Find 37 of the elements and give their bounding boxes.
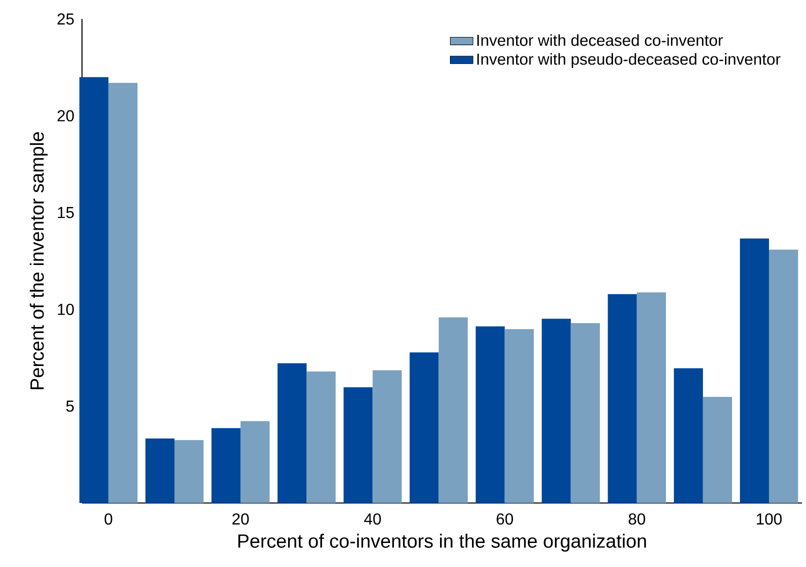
legend-label: Inventor with deceased co-inventor <box>477 34 723 46</box>
bar <box>306 372 336 503</box>
bar <box>145 438 174 503</box>
y-tick-label: 25 <box>58 13 74 25</box>
bar <box>438 317 468 503</box>
bar <box>410 352 439 503</box>
bar <box>211 428 241 503</box>
bar <box>768 250 798 503</box>
bar <box>570 323 600 503</box>
bar <box>542 318 571 503</box>
y-tick-label: 20 <box>58 110 74 122</box>
bar <box>240 421 270 503</box>
bar <box>476 326 505 503</box>
bar <box>174 440 204 503</box>
x-tick-label: 60 <box>496 513 514 525</box>
bar <box>740 238 769 503</box>
x-axis-title: Percent of co-inventors in the same organization <box>238 534 646 552</box>
x-tick-label: 40 <box>364 513 381 525</box>
bar <box>108 82 138 503</box>
legend-label: Inventor with pseudo-deceased co-inventor <box>477 53 780 68</box>
bar <box>702 396 732 503</box>
bar <box>504 329 534 503</box>
bar <box>79 77 108 503</box>
x-tick-label: 100 <box>756 513 782 525</box>
bar <box>674 368 703 503</box>
x-tick-label: 0 <box>104 513 112 525</box>
x-tick-label: 80 <box>628 513 646 525</box>
bar <box>344 387 373 503</box>
y-tick-label: 5 <box>66 400 74 412</box>
y-tick-label: 10 <box>58 304 74 316</box>
bar <box>608 294 637 503</box>
y-axis-title: Percent of the inventor sample <box>30 132 48 390</box>
bar <box>278 363 307 503</box>
y-tick-label: 15 <box>58 207 74 218</box>
bar <box>636 292 666 503</box>
bar <box>372 370 402 503</box>
x-tick-label: 20 <box>232 513 249 525</box>
